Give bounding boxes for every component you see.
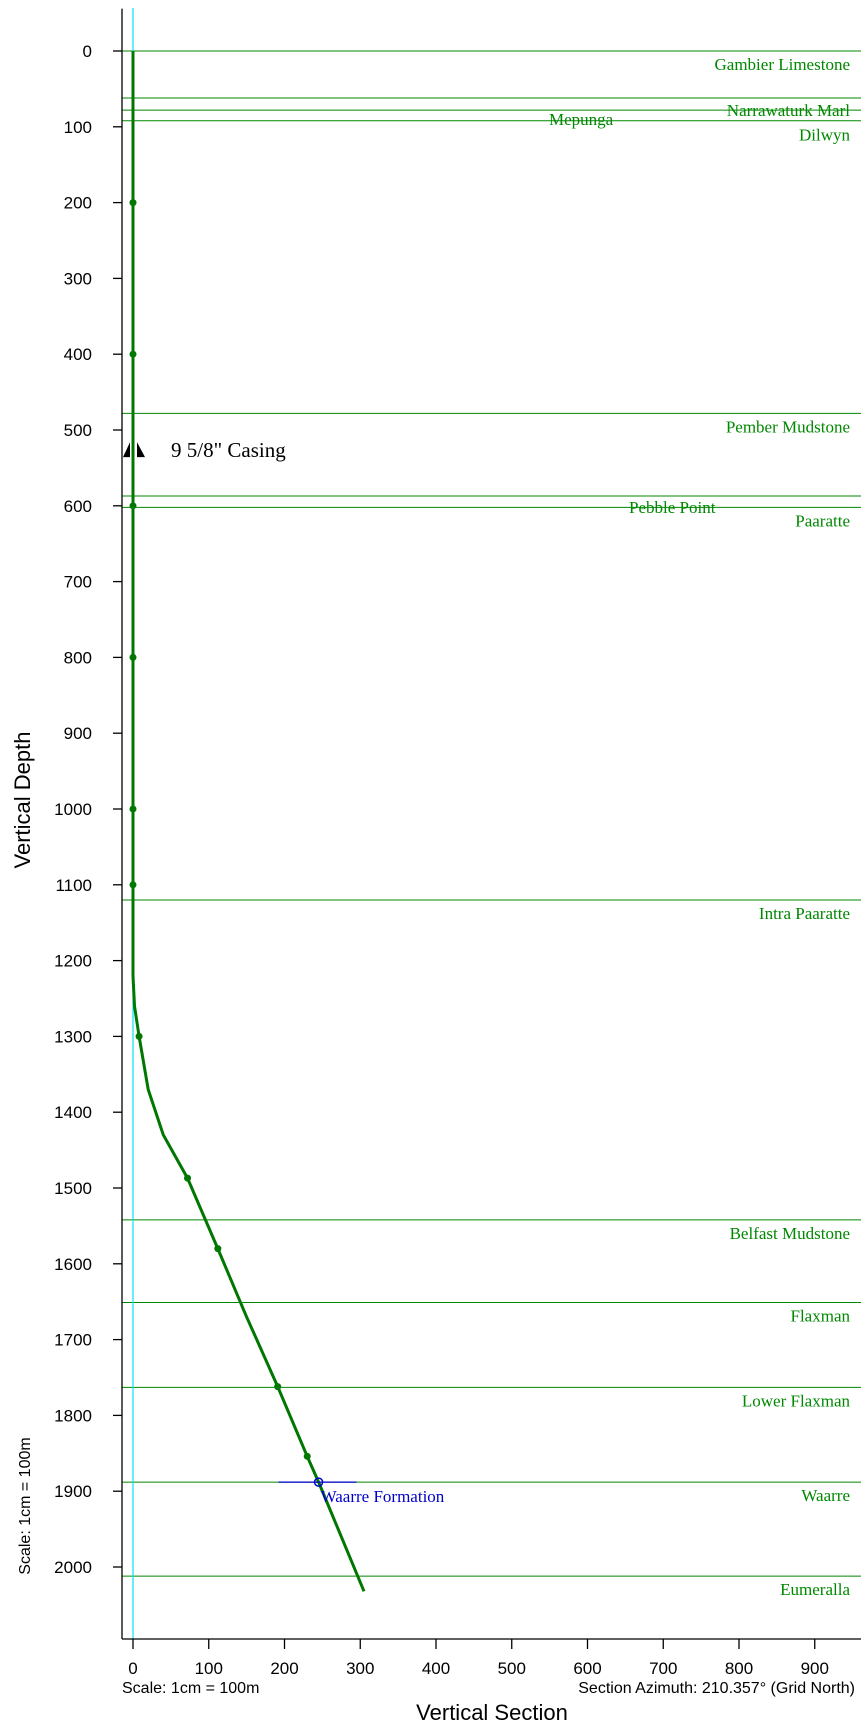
- section-azimuth-note: Section Azimuth: 210.357° (Grid North): [578, 1680, 855, 1697]
- y-tick-label: 400: [64, 345, 92, 364]
- survey-point: [129, 653, 137, 661]
- survey-point: [129, 502, 137, 510]
- casing-shoe-right-icon: [137, 442, 145, 458]
- y-tick-label: 200: [64, 194, 92, 213]
- scale-note-bottom: Scale: 1cm = 100m: [122, 1680, 259, 1697]
- y-tick-label: 300: [64, 269, 92, 288]
- x-tick-label: 0: [128, 1659, 137, 1678]
- y-axis-title: Vertical Depth: [10, 732, 35, 869]
- y-tick-label: 0: [83, 42, 92, 61]
- target-label: Waarre Formation: [321, 1487, 445, 1506]
- formation-label: Belfast Mudstone: [730, 1224, 850, 1243]
- x-tick-label: 300: [346, 1659, 374, 1678]
- y-tick-label: 500: [64, 421, 92, 440]
- y-tick-label: 100: [64, 118, 92, 137]
- x-tick-label: 500: [498, 1659, 526, 1678]
- scale-note-left: Scale: 1cm = 100m: [17, 1437, 34, 1574]
- formation-label: Gambier Limestone: [715, 55, 851, 74]
- x-tick-label: 200: [270, 1659, 298, 1678]
- y-tick-label: 2000: [54, 1558, 92, 1577]
- formation-label: Flaxman: [791, 1306, 851, 1325]
- y-tick-label: 1600: [54, 1255, 92, 1274]
- y-tick-label: 700: [64, 573, 92, 592]
- y-tick-label: 1900: [54, 1482, 92, 1501]
- survey-point: [274, 1383, 282, 1391]
- y-tick-label: 600: [64, 497, 92, 516]
- y-tick-label: 1000: [54, 800, 92, 819]
- survey-point: [129, 350, 137, 358]
- y-tick-label: 1400: [54, 1103, 92, 1122]
- y-tick-label: 1300: [54, 1027, 92, 1046]
- y-tick-label: 1200: [54, 952, 92, 971]
- axes-layer: [121, 8, 861, 1640]
- casing-shoe-left-icon: [123, 442, 130, 458]
- x-tick-label: 900: [801, 1659, 829, 1678]
- formation-label: Dilwyn: [799, 126, 851, 145]
- x-axis-title: Vertical Section: [416, 1700, 568, 1724]
- target-layer: Waarre Formation: [278, 1477, 445, 1506]
- y-tick-label: 800: [64, 648, 92, 667]
- formation-label: Paaratte: [795, 511, 850, 530]
- survey-point: [129, 805, 137, 813]
- survey-point: [214, 1245, 222, 1253]
- survey-point: [129, 881, 137, 889]
- formation-label: Intra Paaratte: [759, 904, 850, 923]
- x-axis-ticks: 0 100 200 300 400 500 600 700 800 900: [128, 1639, 829, 1678]
- x-tick-label: 400: [422, 1659, 450, 1678]
- formation-label: Lower Flaxman: [742, 1391, 851, 1410]
- y-axis-ticks: 0 100 200 300 400 500 600 700 800 900 1000 1100 1200…: [54, 42, 122, 1577]
- casing-label: 9 5/8" Casing: [171, 438, 286, 462]
- formation-label: Eumeralla: [780, 1580, 850, 1599]
- y-tick-label: 900: [64, 724, 92, 743]
- survey-point: [129, 199, 137, 207]
- x-tick-label: 100: [195, 1659, 223, 1678]
- well-trajectory-line: [131, 51, 366, 1592]
- trajectory-layer: [129, 51, 366, 1592]
- survey-point: [135, 1032, 143, 1040]
- survey-point: [303, 1452, 311, 1460]
- target-marker: [313, 1477, 324, 1487]
- x-tick-label: 600: [573, 1659, 601, 1678]
- survey-point: [184, 1174, 192, 1182]
- formation-label: Pember Mudstone: [726, 417, 850, 436]
- casing-layer: 9 5/8" Casing: [123, 438, 286, 462]
- formation-label: Waarre: [801, 1486, 850, 1505]
- x-tick-label: 700: [649, 1659, 677, 1678]
- y-tick-label: 1800: [54, 1406, 92, 1425]
- y-tick-label: 1700: [54, 1331, 92, 1350]
- y-tick-label: 1500: [54, 1179, 92, 1198]
- y-tick-label: 1100: [55, 876, 92, 895]
- formation-label: Mepunga: [549, 110, 614, 129]
- x-tick-label: 800: [725, 1659, 753, 1678]
